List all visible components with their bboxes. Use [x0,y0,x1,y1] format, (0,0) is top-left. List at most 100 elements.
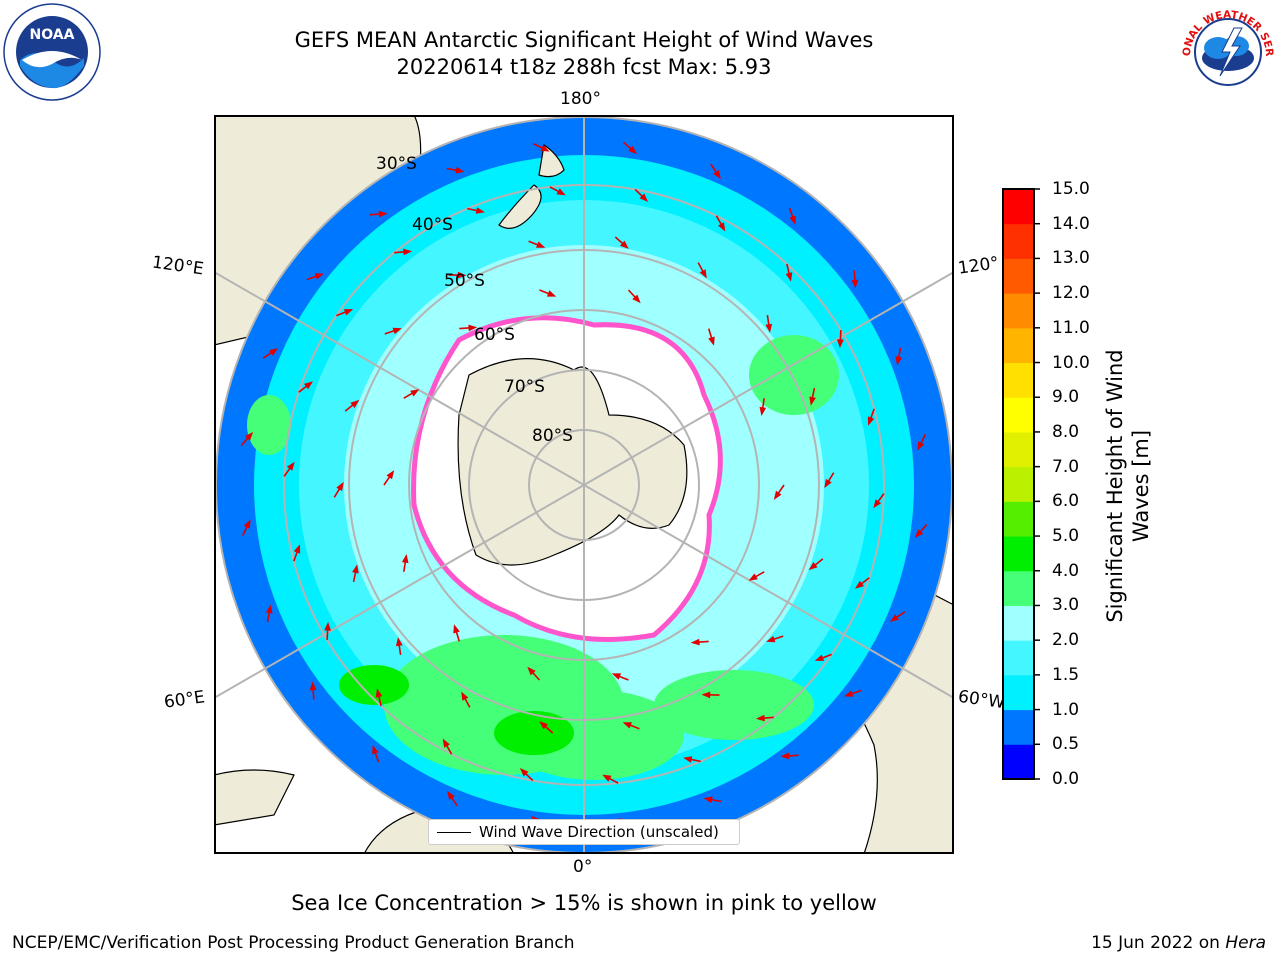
wind-wave-arrowhead [785,272,793,282]
wind-wave-arrowhead [468,324,478,332]
wind-wave-arrowhead [447,790,455,800]
lon-label-120w: 120° [956,253,1001,279]
colorbar-tick-label: 1.0 [1052,699,1080,720]
footer-date: 15 Jun 2022 on Hera [1091,933,1266,953]
lon-label-0: 0° [573,857,593,877]
wind-wave-arrowhead [632,294,641,304]
wind-wave-arrowhead [244,432,254,441]
colorbar-segment [1003,570,1034,606]
colorbar-tick-label: 1.5 [1052,664,1080,685]
wind-wave-arrowhead [455,166,465,174]
wind-wave-arrowhead [556,188,566,196]
colorbar-segment [1003,709,1034,745]
wind-wave-arrowhead [703,796,713,804]
wind-wave-arrowhead [844,690,854,697]
wind-wave-arrowhead [314,273,324,280]
wind-wave-arrowhead [442,738,450,748]
wind-wave-arrowhead [713,170,721,180]
wind-wave-arrowhead [403,248,413,256]
national-weather-service-logo: NATIONAL WEATHER SERVICE [1178,2,1276,100]
wind-wave-arrowhead [699,269,707,279]
wave-band-strong [494,711,574,755]
colorbar-tick-label: 13.0 [1052,248,1090,269]
colorbar-tick-label: 0.0 [1052,769,1080,789]
wind-wave-arrowhead [540,144,550,152]
noaa-logo-text: NOAA [30,27,75,43]
colorbar-tick-label: 2.0 [1052,630,1080,651]
sea-ice-note: Sea Ice Concentration > 15% is shown in … [291,891,877,915]
lat-label-30s: 30°S [376,154,417,174]
colorbar-segment [1003,536,1034,572]
wind-wave-arrowhead [824,478,832,489]
wind-wave-arrowhead [773,490,782,500]
lat-label-60s: 60°S [474,325,515,345]
legend-label: Wind Wave Direction (unscaled) [479,823,719,841]
colorbar-label: Significant Height of Wind Waves [m] [1103,349,1153,623]
wind-wave-arrowhead [602,774,612,782]
wind-wave-arrowhead [759,406,767,416]
colorbar-segment [1003,223,1034,259]
longitude-lines [214,115,954,854]
wind-wave-arrowhead [343,309,354,316]
wind-wave-arrowhead [243,519,251,529]
wind-wave-arrowhead [708,336,715,346]
lon-label-60w: 60°W [956,686,1007,714]
colorbar-tick-label: 3.0 [1052,595,1080,616]
wind-wave-arrowhead [386,470,395,480]
wind-wave-arrowhead [690,638,700,646]
wind-wave-arrowhead [701,691,711,699]
lat-label-80s: 80°S [532,426,573,446]
wind-wave-arrowhead [350,399,360,408]
wind-wave-arrowhead [814,654,825,661]
colorbar-tick-label: 4.0 [1052,560,1080,581]
wind-wave-arrowhead [309,681,317,691]
wind-wave-arrowhead [867,416,875,426]
colorbar-segment [1003,466,1034,502]
wind-wave-arrowhead [269,348,279,356]
colorbar-segment [1003,744,1034,780]
map-frame [214,115,954,854]
lat-label-70s: 70°S [504,377,545,397]
lon-label-120e: 120°E [150,252,205,280]
wind-wave-arrowhead [378,210,388,218]
wind-wave-arrowhead [461,691,469,701]
colorbar-segment [1003,258,1034,294]
colorbar-tick-label: 11.0 [1052,317,1090,338]
wind-wave-arrowhead [748,573,758,581]
wind-wave-arrowhead [620,240,629,249]
wind-wave-arrowhead [475,207,485,214]
wind-wave-arrowhead [410,389,420,397]
wind-wave-arrowhead [611,673,622,680]
colorbar-segment [1003,431,1034,468]
colorbar [1002,188,1040,780]
lat-label-50s: 50°S [444,271,485,291]
wave-band-green-east [654,670,814,740]
colorbar-tick-label: 12.0 [1052,283,1090,304]
colorbar-tick-label: 14.0 [1052,213,1090,234]
polar-map: 30°S 40°S 50°S 60°S 70°S 80°S [214,115,954,854]
wave-band-green-edge [247,395,291,455]
wind-wave-arrowhead [527,666,536,676]
wind-wave-arrowhead [766,635,776,643]
wind-wave-arrowhead [917,441,925,451]
footer-credit: NCEP/EMC/Verification Post Processing Pr… [12,933,575,953]
wave-band-strong-west [339,665,409,705]
wind-wave-arrowhead [718,222,726,232]
wind-wave-arrowhead [780,752,790,760]
wind-wave-arrowhead [395,637,403,647]
wind-wave-arrowhead [286,461,295,471]
wind-wave-arrowhead [304,381,313,390]
wind-wave-arrowhead [809,396,816,406]
antarctica [457,358,688,566]
colorbar-tick-label: 5.0 [1052,526,1080,547]
colorbar-segment [1003,640,1034,676]
wind-wave-arrowhead [539,721,548,730]
chart-title: GEFS MEAN Antarctic Significant Height o… [294,28,874,52]
wind-wave-arrowhead [536,241,546,248]
lon-label-60e: 60°E [162,687,207,713]
wind-wave-arrowhead [873,499,882,509]
map-legend: Wind Wave Direction (unscaled) [428,819,740,845]
wind-wave-arrowhead [628,145,637,155]
wind-wave-arrowhead [401,554,409,564]
wind-wave-arrowhead [293,544,301,554]
